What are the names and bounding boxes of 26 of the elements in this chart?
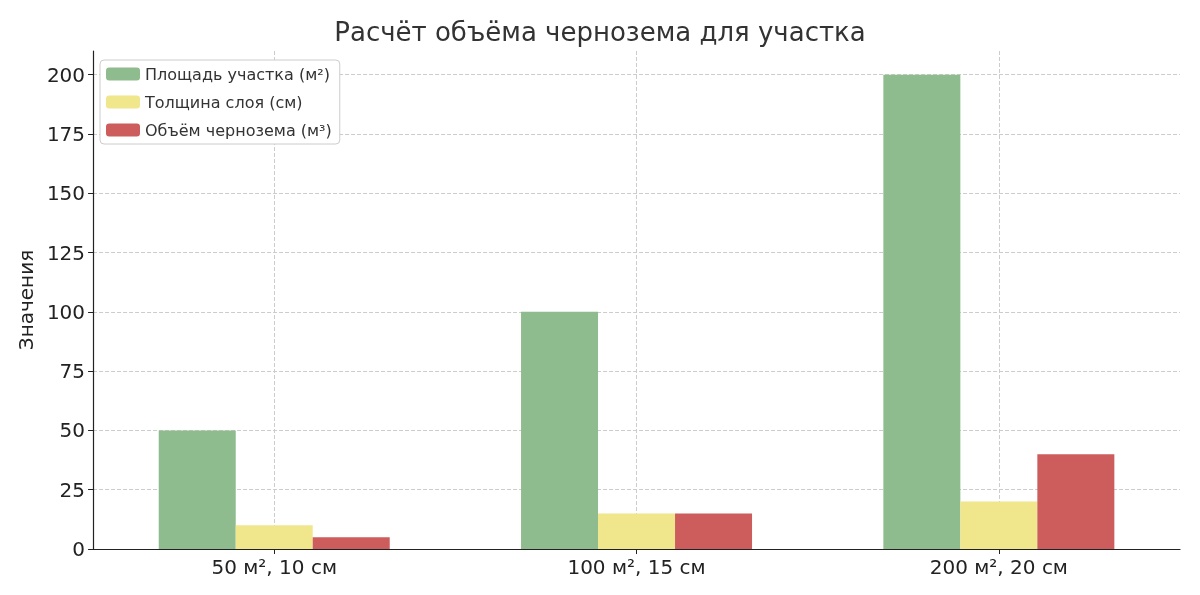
x-tick-label: 100 м², 15 см bbox=[567, 555, 706, 579]
legend-label: Объём чернозема (м³) bbox=[145, 120, 332, 140]
x-tick-label: 50 м², 10 см bbox=[211, 555, 337, 579]
bar bbox=[235, 525, 313, 549]
y-tick-label: 50 bbox=[59, 418, 86, 443]
bar bbox=[521, 311, 599, 549]
y-tick-label: 0 bbox=[72, 537, 86, 561]
y-tick-label: 75 bbox=[59, 359, 86, 384]
bar bbox=[158, 430, 236, 549]
bar bbox=[598, 513, 676, 549]
x-tick-label: 200 м², 20 см bbox=[929, 555, 1068, 579]
bar bbox=[960, 501, 1038, 549]
chart-title: Расчёт объёма чернозема для участка bbox=[334, 17, 866, 47]
legend-label: Площадь участка (м²) bbox=[145, 64, 330, 84]
y-axis-title: Значения bbox=[14, 249, 38, 351]
y-tick-label: 100 bbox=[46, 299, 86, 324]
y-tick-label: 25 bbox=[59, 477, 86, 502]
y-tick-label: 175 bbox=[46, 122, 86, 146]
bar bbox=[675, 513, 753, 549]
bar bbox=[1037, 454, 1115, 549]
y-tick-label: 125 bbox=[46, 240, 86, 265]
y-tick-label: 200 bbox=[46, 62, 86, 87]
bar bbox=[883, 74, 961, 549]
legend-label: Толщина слоя (см) bbox=[144, 92, 303, 112]
y-tick-label: 150 bbox=[46, 181, 86, 206]
bar bbox=[312, 537, 390, 549]
